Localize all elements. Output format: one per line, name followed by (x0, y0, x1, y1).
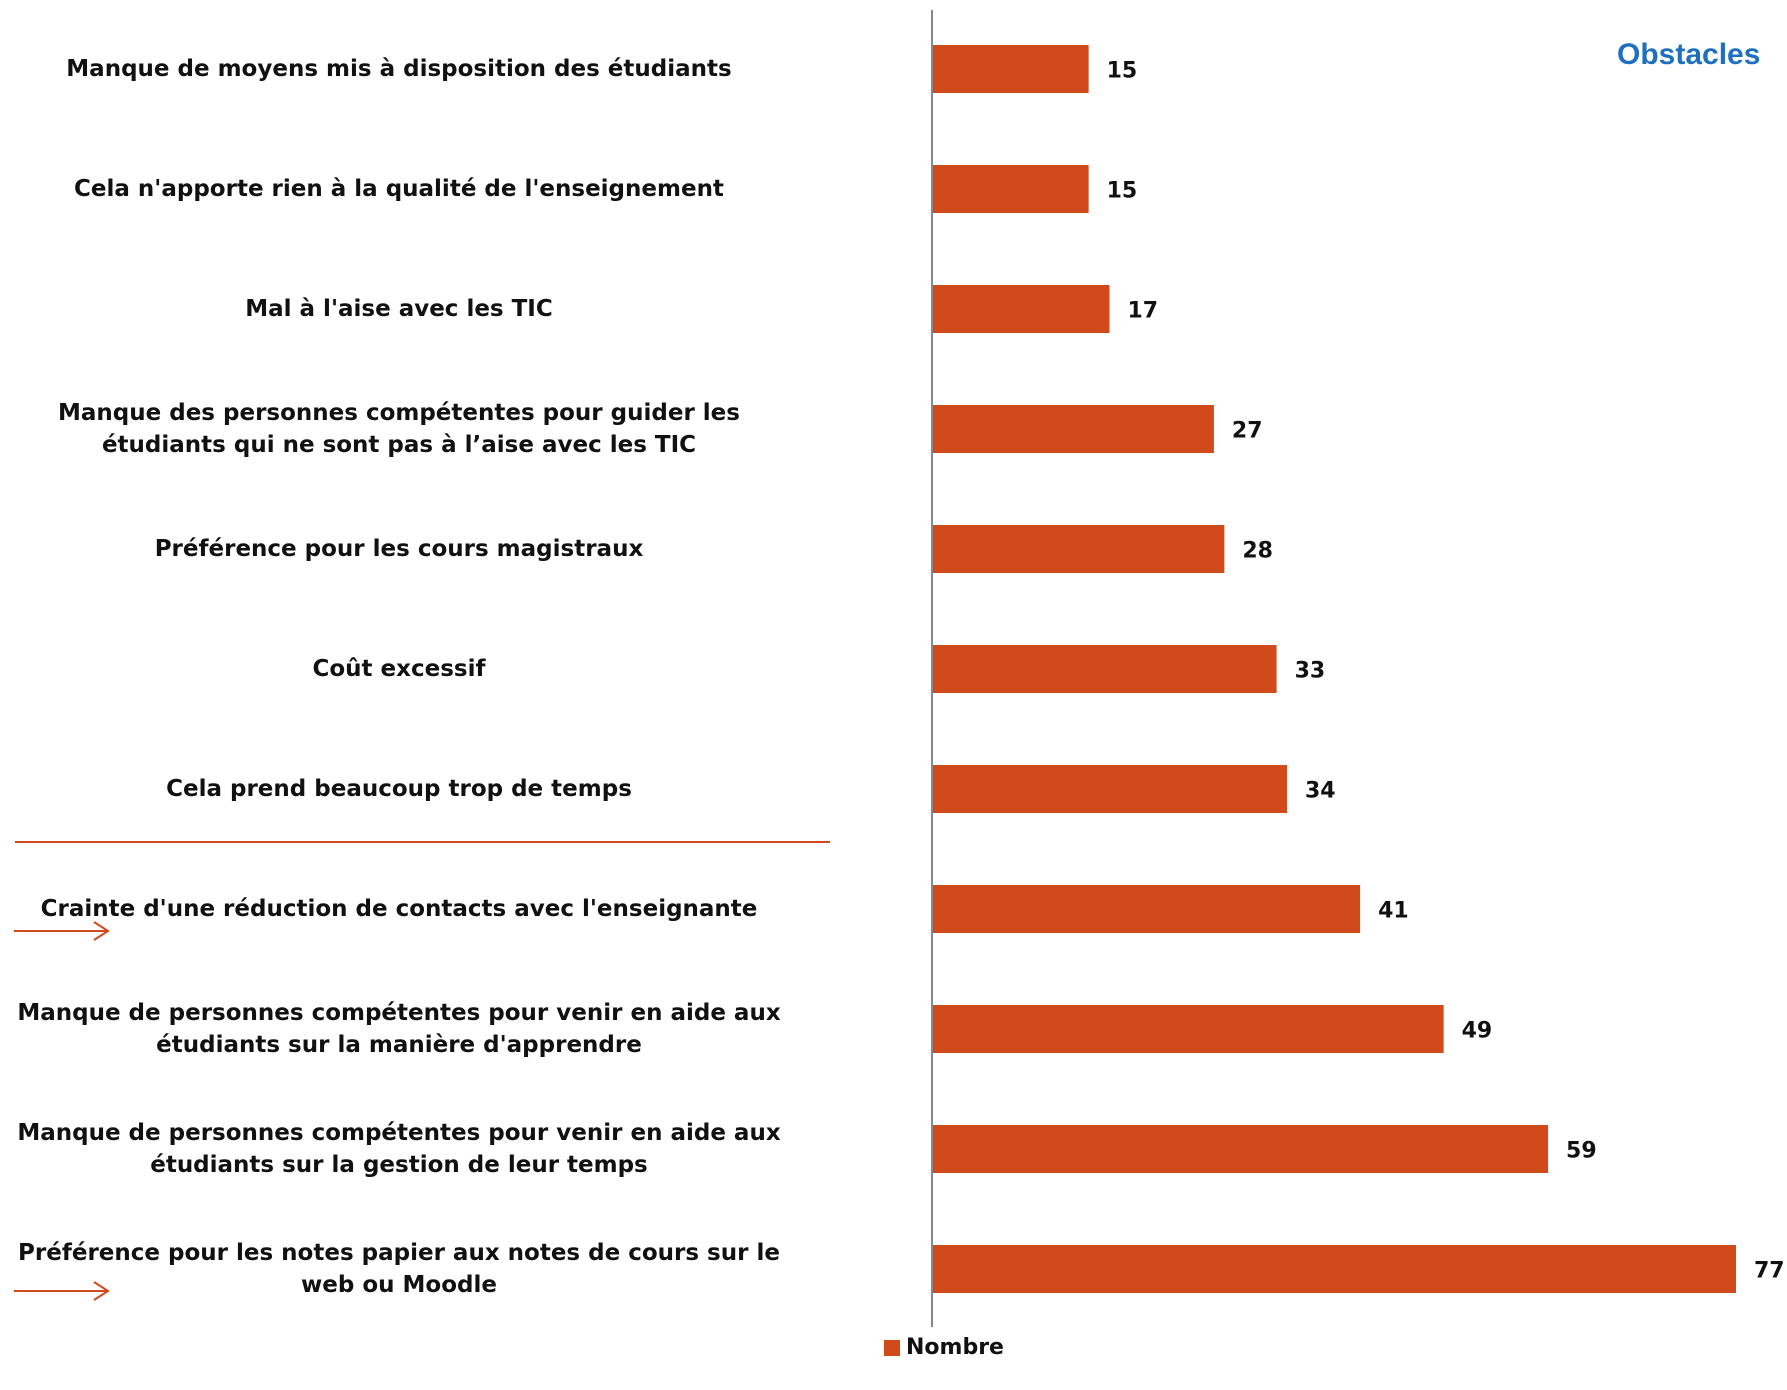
bar (932, 525, 1225, 573)
value-label: 15 (1106, 58, 1138, 84)
chart-title: Obstacles (1617, 38, 1761, 71)
category-label: Préférence pour les notes papier aux not… (18, 1240, 780, 1298)
category-label: Cela n'apporte rien à la qualité de l'en… (74, 176, 724, 202)
category-label: Manque des personnes compétentes pour gu… (58, 400, 740, 458)
category-label: Coût excessif (312, 656, 486, 682)
bar (932, 405, 1214, 453)
bars-group (932, 45, 1736, 1293)
bar (932, 1245, 1736, 1293)
bar (932, 1125, 1549, 1173)
bar (932, 765, 1288, 813)
value-label: 28 (1242, 538, 1273, 564)
category-label: Préférence pour les cours magistraux (154, 536, 644, 562)
value-label: 27 (1231, 418, 1263, 444)
value-label: 17 (1127, 298, 1159, 324)
bar (932, 885, 1361, 933)
category-label: Mal à l'aise avec les TIC (245, 296, 553, 322)
legend-swatch (884, 1339, 900, 1356)
category-label: Manque de moyens mis à disposition des é… (66, 56, 732, 82)
value-label: 41 (1378, 898, 1409, 924)
value-label: 49 (1461, 1018, 1493, 1044)
category-label: Cela prend beaucoup trop de temps (166, 776, 632, 802)
value-label: 15 (1106, 178, 1138, 204)
category-label: Manque de personnes compétentes pour ven… (17, 1120, 781, 1178)
bar (932, 285, 1110, 333)
legend-label: Nombre (906, 1335, 1004, 1360)
value-label: 59 (1566, 1138, 1597, 1164)
category-label: Crainte d'une réduction de contacts avec… (40, 896, 758, 922)
legend: Nombre (884, 1335, 1004, 1360)
arrow-icon (14, 921, 110, 941)
bar (932, 1005, 1444, 1053)
bar (932, 645, 1277, 693)
annotation-arrows (14, 921, 110, 1301)
value-label: 77 (1754, 1258, 1785, 1284)
category-label: Manque de personnes compétentes pour ven… (17, 1000, 781, 1058)
bar (932, 165, 1089, 213)
bar (932, 45, 1089, 93)
value-label: 33 (1294, 658, 1326, 684)
arrow-icon (14, 1281, 110, 1301)
value-label: 34 (1305, 778, 1336, 804)
